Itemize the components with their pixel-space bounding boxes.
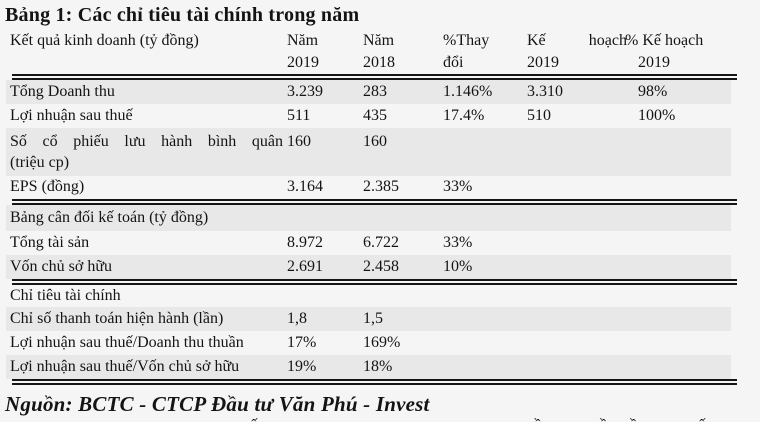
clipped-glyph: ầ [630,416,637,422]
header-business-results: Kết quả kinh doanh (tỷ đồng) [10,32,199,49]
clipped-text-line: ấ ồ ầ ầ ế [0,416,760,422]
row-label: Lợi nhuận sau thuế/Vốn chủ sở hữu [10,358,240,375]
table-row: Tổng Doanh thu 3.239 283 1.146% 3.310 98… [6,80,731,104]
cell-2018: 169% [363,334,401,351]
clipped-glyph: ế [698,416,705,422]
cell-2019: 17% [287,334,317,351]
row-label: Lợi nhuận sau thuế/Doanh thu thuần [10,334,244,351]
table-row: EPS (đồng) 3.164 2.385 33% [6,176,731,199]
cell-change: 33% [443,234,473,251]
row-label: Chỉ số thanh toán hiện hành (lần) [10,310,224,327]
section-divider [12,279,737,285]
cell-2019: 3.239 [287,83,323,100]
cell-2019: 2.691 [287,258,323,275]
header-pct-change: %Thay đổi [443,32,490,71]
row-label: Lợi nhuận sau thuế [10,107,133,124]
cell-change [443,355,527,379]
cell-plan [527,176,638,199]
cell-pct-plan [638,307,731,331]
cell-change: 1.146% [443,83,493,100]
table-row: Lợi nhuận sau thuế/Vốn chủ sở hữu 19% 18… [6,355,731,379]
section-title: Chỉ tiêu tài chính [10,287,121,304]
row-label: Tổng tài sản [10,234,90,251]
cell-2018: 6.722 [363,234,399,251]
cell-plan [527,307,638,331]
cell-2018: 18% [363,358,393,375]
source-note: Nguồn: BCTC - CTCP Đầu tư Văn Phú - Inve… [5,392,430,416]
cell-2019: 1,8 [287,310,307,327]
clipped-glyph: ồ [534,416,542,422]
cell-2019: 8.972 [287,234,323,251]
cell-2018: 435 [363,107,387,124]
cell-pct-plan [638,231,731,255]
cell-change [443,307,527,331]
cell-2018: 2.385 [363,178,399,195]
table-title: Bảng 1: Các chỉ tiêu tài chính trong năm [5,4,360,26]
cell-pct-plan [638,176,731,199]
row-label: Vốn chủ sở hữu [10,258,113,275]
cell-2018: 2.458 [363,258,399,275]
table-header-row: Kết quả kinh doanh (tỷ đồng) Năm 2019 Nă… [6,28,731,74]
section-header-row: Bảng cân đối kế toán (tỷ đồng) [6,205,731,231]
cell-plan [527,331,638,355]
cell-pct-plan [638,331,731,355]
clipped-glyph: ấ [250,416,257,422]
cell-plan: 3.310 [527,83,563,100]
table-row: Lợi nhuận sau thuế/Doanh thu thuần 17% 1… [6,331,731,355]
cell-change: 33% [443,178,473,195]
section-divider [12,74,737,80]
cell-pct-plan: 98% [638,83,668,100]
cell-2018: 1,5 [363,310,383,327]
header-plan-2019: Kế hoạch 2019 [527,32,627,71]
cell-2018: 283 [363,83,387,100]
cell-plan [527,255,638,279]
row-label: EPS (đồng) [10,178,85,195]
financial-table: Kết quả kinh doanh (tỷ đồng) Năm 2019 Nă… [6,28,737,385]
table-row: Số cổ phiếu lưu hành bình quân (triệu cp… [6,128,731,176]
cell-plan [527,355,638,379]
clipped-glyph: ầ [600,416,607,422]
cell-pct-plan [638,255,731,279]
section-title: Bảng cân đối kế toán (tỷ đồng) [10,209,209,226]
cell-change: 10% [443,258,473,275]
header-year-2019: Năm 2019 [287,32,319,71]
cell-2018: 160 [363,133,387,150]
row-label: Tổng Doanh thu [10,83,115,100]
cell-change: 17.4% [443,107,485,124]
cell-pct-plan: 100% [638,107,676,124]
header-pct-plan-2019: % Kế hoạch 2019 [625,32,704,71]
cell-change [443,331,527,355]
section-divider [12,379,737,385]
cell-2019: 511 [287,107,311,124]
cell-2019: 160 [287,133,311,150]
section-divider [12,199,737,205]
table-row: Chỉ số thanh toán hiện hành (lần) 1,8 1,… [6,307,731,331]
table-row: Vốn chủ sở hữu 2.691 2.458 10% [6,255,731,279]
header-year-2018: Năm 2018 [363,32,395,71]
row-label: Số cổ phiếu lưu hành bình quân (triệu cp… [10,133,283,171]
cell-2019: 19% [287,358,317,375]
cell-plan [527,231,638,255]
table-row: Tổng tài sản 8.972 6.722 33% [6,231,731,255]
cell-plan: 510 [527,107,551,124]
section-header-row: Chỉ tiêu tài chính [6,285,731,307]
table-row: Lợi nhuận sau thuế 511 435 17.4% 510 100… [6,104,731,128]
cell-2019: 3.164 [287,178,323,195]
cell-pct-plan [638,355,731,379]
